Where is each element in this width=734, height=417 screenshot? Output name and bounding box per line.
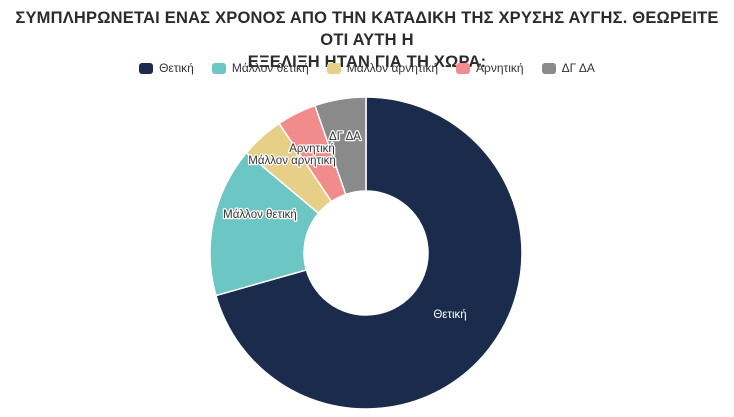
legend-label: Μάλλον αρνητική [346,61,438,75]
legend-label: Θετική [159,61,194,75]
slice-label: ΔΓ ΔΑ [329,131,361,143]
donut-slice[interactable] [209,151,320,297]
legend-item[interactable]: Αρνητική [456,61,524,75]
legend-swatch [456,62,470,74]
slice-label: Θετική [433,309,466,321]
legend-item[interactable]: Μάλλον αρνητική [326,61,438,75]
slice-label: Μάλλον θετική [223,209,297,221]
chart-title-line-1: ΣΥΜΠΛΗΡΩΝΕΤΑΙ ΕΝΑΣ ΧΡΟΝΟΣ ΑΠΟ ΤΗΝ ΚΑΤΑΔΙ… [15,9,719,49]
legend-swatch [541,62,556,74]
chart-legend: Θετική Μάλλον θετική Μάλλον αρνητική Αρνητι… [0,61,734,75]
legend-item[interactable]: ΔΓ ΔΑ [541,61,595,75]
legend-label: Αρνητική [476,61,524,75]
chart-title: ΣΥΜΠΛΗΡΩΝΕΤΑΙ ΕΝΑΣ ΧΡΟΝΟΣ ΑΠΟ ΤΗΝ ΚΑΤΑΔΙ… [0,7,734,73]
slice-label: Αρνητική [289,143,335,155]
legend-swatch [211,62,226,74]
legend-label: Μάλλον θετική [231,61,309,75]
chart-title-line-2: ΕΞΕΛΙΞΗ ΗΤΑΝ ΓΙΑ ΤΗ ΧΩΡΑ: [247,53,487,71]
legend-swatch [326,62,341,74]
legend-item[interactable]: Μάλλον θετική [211,61,309,75]
donut-slice[interactable] [214,96,523,410]
legend-label: ΔΓ ΔΑ [561,61,595,75]
legend-swatch [139,62,154,74]
legend-item[interactable]: Θετική [139,61,194,75]
slice-label: Μάλλον αρνητική [248,155,335,167]
donut-slice[interactable] [314,96,367,196]
